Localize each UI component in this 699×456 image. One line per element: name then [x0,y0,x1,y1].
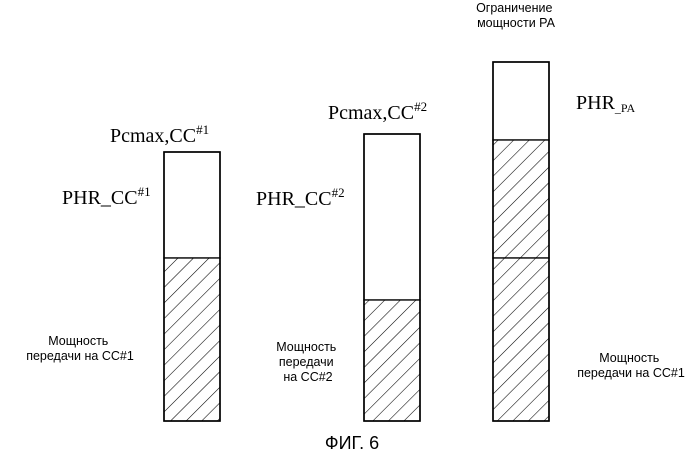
figure-caption: ФИГ. 6 [325,433,379,453]
bar-cc2 [364,134,420,421]
bar-pa [493,62,549,421]
bar-pa-cc1-power-segment [493,258,549,421]
pcmax-cc1-label: Pcmax,CC#1 [110,122,209,147]
pa-power-limit-label: Ограничение мощности PA [476,1,556,30]
phr-cc2-label: PHR_CC#2 [256,185,345,210]
phr-pa-label: PHR_PA [576,92,635,115]
bar-cc1-transmit-power-segment [164,258,220,421]
bar-pa-cc2-power-segment [493,140,549,258]
bar-cc1-headroom-segment [164,152,220,258]
bar-cc1 [164,152,220,421]
transmit-power-cc1-label: Мощность передачи на CC#1 [26,334,134,363]
bar-cc2-transmit-power-segment [364,300,420,421]
phr-cc1-label: PHR_CC#1 [62,184,151,209]
pcmax-cc2-label: Pcmax,CC#2 [328,99,427,124]
bar-cc2-headroom-segment [364,134,420,300]
transmit-power-cc2-label: Мощность передачи на CC#2 [276,340,340,384]
transmit-power-pa-label: Мощность передачи на CC#1 [577,351,685,380]
bar-pa-headroom-segment [493,62,549,140]
